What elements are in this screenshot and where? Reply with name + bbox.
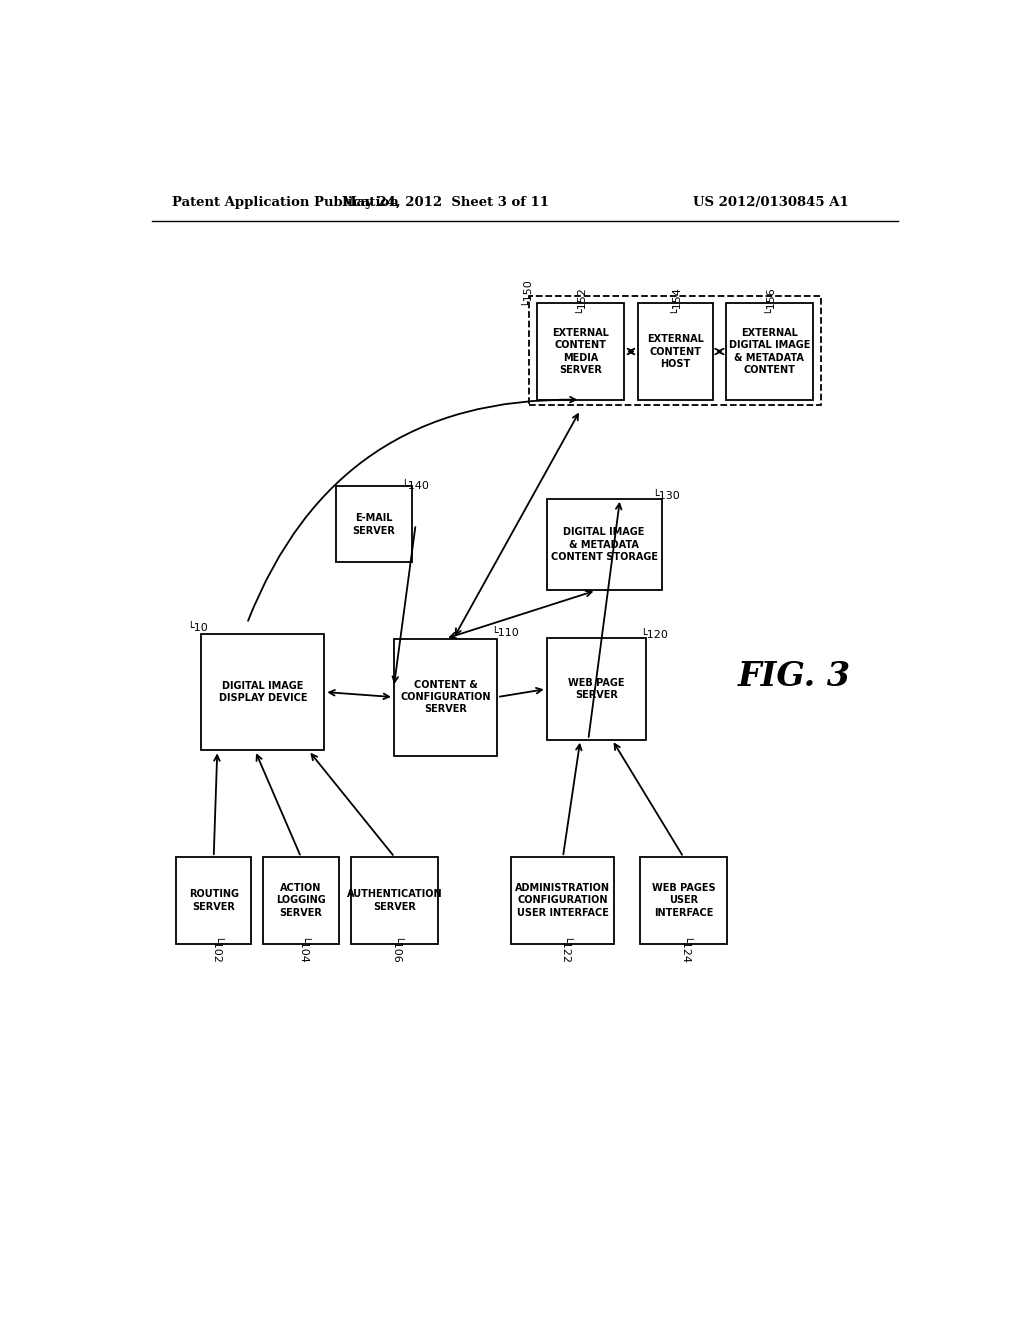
Text: └150: └150 — [521, 277, 530, 305]
Text: ACTION
LOGGING
SERVER: ACTION LOGGING SERVER — [276, 883, 326, 917]
Text: May 24, 2012  Sheet 3 of 11: May 24, 2012 Sheet 3 of 11 — [342, 195, 549, 209]
Bar — [638, 304, 714, 400]
Bar — [537, 304, 624, 400]
Bar — [202, 634, 325, 751]
Text: ADMINISTRATION
CONFIGURATION
USER INTERFACE: ADMINISTRATION CONFIGURATION USER INTERF… — [515, 883, 610, 917]
Text: E-MAIL
SERVER: E-MAIL SERVER — [352, 513, 395, 536]
Text: EXTERNAL
DIGITAL IMAGE
& METADATA
CONTENT: EXTERNAL DIGITAL IMAGE & METADATA CONTEN… — [728, 327, 810, 375]
Bar — [511, 857, 614, 944]
Bar — [394, 639, 497, 755]
Text: └140: └140 — [401, 480, 429, 491]
Bar — [176, 857, 252, 944]
Text: └10: └10 — [187, 623, 208, 634]
Text: DIGITAL IMAGE
& METADATA
CONTENT STORAGE: DIGITAL IMAGE & METADATA CONTENT STORAGE — [551, 527, 657, 562]
Text: DIGITAL IMAGE
DISPLAY DEVICE: DIGITAL IMAGE DISPLAY DEVICE — [219, 681, 307, 704]
Text: EXTERNAL
CONTENT
MEDIA
SERVER: EXTERNAL CONTENT MEDIA SERVER — [552, 327, 609, 375]
Text: └154: └154 — [671, 285, 681, 313]
Bar — [528, 296, 821, 405]
Text: └152: └152 — [575, 285, 586, 313]
Text: └130: └130 — [652, 491, 680, 500]
Bar — [547, 499, 662, 590]
Text: └122: └122 — [558, 937, 568, 965]
Text: US 2012/0130845 A1: US 2012/0130845 A1 — [693, 195, 849, 209]
Text: FIG. 3: FIG. 3 — [738, 660, 851, 693]
Bar — [640, 857, 727, 944]
Text: WEB PAGE
SERVER: WEB PAGE SERVER — [568, 677, 625, 700]
Bar — [726, 304, 813, 400]
Text: CONTENT &
CONFIGURATION
SERVER: CONTENT & CONFIGURATION SERVER — [400, 680, 490, 714]
Bar — [351, 857, 438, 944]
Bar — [263, 857, 339, 944]
Text: ROUTING
SERVER: ROUTING SERVER — [188, 890, 239, 912]
Text: └106: └106 — [389, 937, 399, 965]
Text: └124: └124 — [679, 937, 688, 965]
Text: └102: └102 — [209, 937, 219, 965]
Bar — [547, 638, 646, 739]
Text: └156: └156 — [764, 285, 774, 313]
Text: └110: └110 — [492, 628, 519, 638]
Bar — [336, 486, 412, 562]
Text: EXTERNAL
CONTENT
HOST: EXTERNAL CONTENT HOST — [647, 334, 705, 368]
Text: Patent Application Publication: Patent Application Publication — [172, 195, 398, 209]
Text: WEB PAGES
USER
INTERFACE: WEB PAGES USER INTERFACE — [651, 883, 716, 917]
Text: └120: └120 — [640, 630, 668, 640]
Text: AUTHENTICATION
SERVER: AUTHENTICATION SERVER — [347, 890, 442, 912]
Text: └104: └104 — [296, 937, 306, 965]
